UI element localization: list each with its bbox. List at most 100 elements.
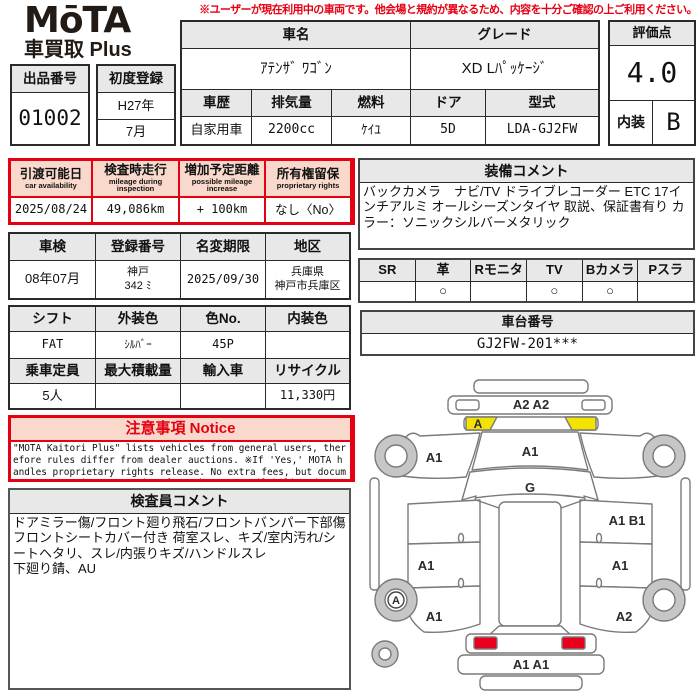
exterior-color-value: ｼﾙﾊﾞｰ [96, 332, 181, 359]
first-registration-month: 7月 [125, 123, 147, 139]
option-tv-label: TV [527, 260, 583, 282]
shift-value: FAT [10, 332, 96, 359]
max-load-label: 最大積載量 [96, 359, 181, 384]
option-pslide-label: Pスラ [638, 260, 694, 282]
district-line2: 神戸市兵庫区 [274, 279, 341, 292]
fuel-label: 燃料 [332, 90, 411, 117]
import-label: 輸入車 [181, 359, 266, 384]
chassis-number-value: GJ2FW-201*** [476, 335, 579, 352]
hood-panel [471, 431, 589, 471]
option-sr-mark [360, 282, 416, 301]
chassis-number-box: 車台番号 GJ2FW-201*** [360, 310, 695, 356]
option-sr-label: SR [360, 260, 416, 282]
availability-value: 2025/08/24 [11, 198, 93, 222]
right-front-fender [579, 432, 659, 479]
availability-ja: 引渡可能日 [19, 166, 83, 181]
displacement-label: 排気量 [252, 90, 332, 117]
plate-line1: 神戸 [127, 266, 149, 279]
front-left-wheel-center [384, 444, 408, 468]
top-disclaimer: ※ユーザーが現在利用中の車両です。他会場と規約が異なるため、内容を十分ご確認の上… [199, 4, 697, 16]
left-sill [369, 477, 380, 591]
capacity-label: 乗車定員 [10, 359, 96, 384]
damage-label-hood-edge: A [474, 417, 483, 431]
plate-label: 登録番号 [96, 234, 181, 261]
capacity-value: 5人 [10, 384, 96, 408]
roof-panel [498, 501, 562, 627]
interior-grade: B [666, 107, 681, 136]
lot-number-value: 01002 [18, 106, 82, 131]
mileage-header: 検査時走行 mileage during inspection [93, 161, 180, 198]
first-registration-label: 初度登録 [98, 66, 174, 93]
equipment-comment-text: バックカメラ ナビ/TV ドライブレコーダー ETC 17インチアルミ オールシ… [363, 184, 685, 230]
max-load-value [96, 384, 181, 408]
doors-label: ドア [411, 90, 486, 117]
proprietary-rights-value: なし〈No〉 [266, 198, 352, 222]
equipment-comment-box: 装備コメント バックカメラ ナビ/TV ドライブレコーダー ETC 17インチア… [358, 158, 695, 250]
plate-line2: 342 ﾐ [124, 279, 152, 292]
damage-label-right-front-door: A1 B1 [609, 513, 646, 528]
taillight-right [561, 636, 586, 650]
proprietary-rights-header: 所有権留保 proprietary rights [266, 161, 352, 198]
district-line1: 兵庫県 [291, 266, 324, 279]
availability-table: 引渡可能日 car availability 検査時走行 mileage dur… [8, 158, 355, 225]
damage-label-rear-bumper: A1 A1 [513, 657, 549, 672]
score-value: 4.0 [610, 46, 694, 101]
a-pillar-left [475, 499, 500, 509]
front-right-wheel-center [652, 444, 676, 468]
lot-number-label: 出品番号 [12, 66, 88, 93]
damage-label-left-fender: A1 [426, 450, 443, 465]
damage-label-left-rear-door: A1 [418, 558, 435, 573]
logo-brand: MōTA [24, 0, 131, 41]
equipment-comment-label: 装備コメント [360, 160, 693, 183]
interior-label: 内装 [610, 101, 653, 144]
left-front-door [407, 499, 481, 545]
vehicle-grade-value: XD Lﾊﾟｯｹｰｼﾞ [411, 49, 598, 90]
availability-header: 引渡可能日 car availability [11, 161, 93, 198]
proprietary-rights-en: proprietary rights [276, 180, 340, 190]
availability-en: car availability [25, 180, 77, 190]
damage-label-windshield: G [525, 480, 535, 495]
damage-label-right-quarter: A2 [616, 609, 633, 624]
a-pillar-right [560, 499, 585, 509]
vehicle-name-label: 車名 [182, 22, 411, 49]
vehicle-table: 車名 グレード ｱﾃﾝｻﾞ ﾜｺﾞﾝ XD Lﾊﾟｯｹｰｼﾞ 車歴 排気量 燃料… [180, 20, 600, 146]
displacement-value: 2200cc [252, 117, 332, 144]
damage-label-rear-left-wheel: A [392, 595, 400, 607]
hood-edge-bar [463, 416, 599, 431]
vehicle-name-value: ｱﾃﾝｻﾞ ﾜｺﾞﾝ [182, 49, 411, 90]
rear-left-wheel-mark-circle [387, 591, 405, 609]
score-label: 評価点 [610, 22, 694, 46]
inspector-comment-label: 検査員コメント [10, 490, 349, 514]
notice-text: "MOTA Kaitori Plus" lists vehicles from … [11, 442, 352, 479]
options-table: SR 革 Rモニタ TV Bカメラ Pスラ ○ ○ ○ [358, 258, 695, 303]
headlight-left [455, 399, 480, 411]
hood-edge-highlight-left [465, 416, 498, 431]
front-bumper [447, 395, 613, 415]
damage-label-left-quarter: A1 [426, 609, 443, 624]
interior-color-label: 内装色 [266, 307, 349, 332]
door-handle [595, 532, 603, 544]
district-label: 地区 [266, 234, 349, 261]
logo-sub: 車買取 Plus [24, 39, 132, 61]
headlight-right [581, 399, 606, 411]
rear-bumper [457, 654, 605, 675]
mileage-increase-en: possible mileage increase [191, 176, 253, 194]
option-rmonitor-label: Rモニタ [471, 260, 528, 282]
spare-tire-center [378, 647, 392, 661]
mileage-increase-header: 増加予定距離 possible mileage increase [180, 161, 266, 198]
fuel-value: ｹｲﾕ [332, 117, 411, 144]
front-plate-bar [473, 379, 589, 394]
history-value: 自家用車 [182, 117, 252, 144]
vehicle-grade-label: グレード [411, 22, 598, 49]
registration-table: 車検 登録番号 名変期限 地区 08年07月 神戸 342 ﾐ 2025/09/… [8, 232, 351, 300]
notice-label: 注意事項 Notice [11, 418, 352, 442]
option-pslide-mark [638, 282, 693, 301]
name-change-value: 2025/09/30 [181, 261, 266, 298]
shaken-value: 08年07月 [10, 261, 96, 298]
hood-edge-highlight-right [564, 416, 597, 431]
door-handle [457, 532, 465, 544]
inspector-comment-text: ドアミラー傷/フロント廻り飛石/フロントバンパー下部傷 フロントシートカバー付き… [13, 515, 346, 576]
lot-number-box: 出品番号 01002 [10, 64, 90, 146]
door-handle [595, 577, 603, 589]
